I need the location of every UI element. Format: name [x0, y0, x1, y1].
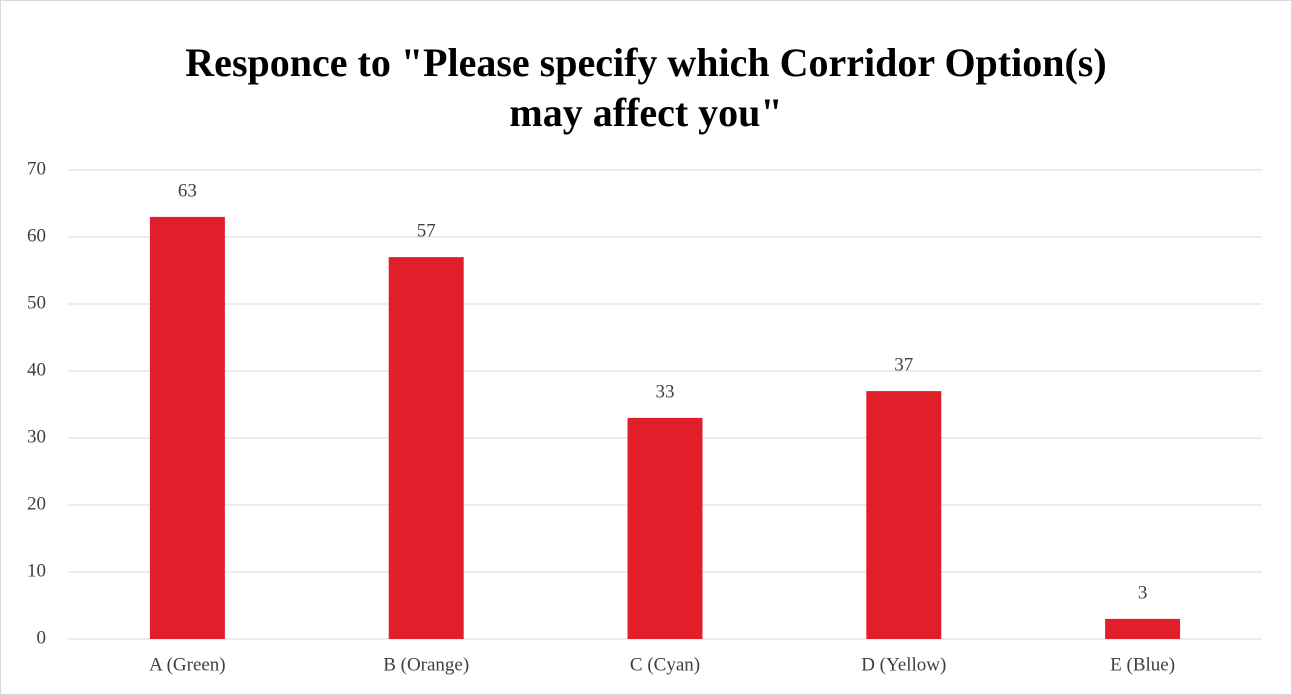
x-tick-label: E (Blue): [1110, 654, 1175, 675]
y-tick-label: 20: [27, 493, 46, 514]
bar: [866, 391, 942, 639]
data-label: 57: [417, 220, 436, 241]
y-tick-label: 70: [27, 158, 46, 179]
x-tick-label: B (Orange): [383, 654, 469, 675]
bar: [1105, 618, 1181, 639]
data-label: 3: [1138, 582, 1148, 603]
y-tick-label: 10: [27, 560, 46, 581]
x-tick-label: D (Yellow): [861, 654, 946, 675]
bar: [627, 417, 703, 639]
data-label: 37: [894, 354, 913, 375]
y-tick-label: 40: [27, 359, 46, 380]
chart-title: Responce to "Please specify which Corrid…: [185, 40, 1107, 135]
y-tick-label: 50: [27, 292, 46, 313]
bar: [388, 257, 464, 639]
y-tick-label: 30: [27, 426, 46, 447]
data-label: 33: [656, 381, 675, 402]
bar: [149, 216, 225, 639]
data-label: 63: [178, 180, 197, 201]
x-tick-label: A (Green): [149, 654, 226, 675]
x-tick-label: C (Cyan): [630, 654, 700, 675]
y-tick-label: 60: [27, 225, 46, 246]
y-tick-label: 0: [37, 627, 47, 648]
